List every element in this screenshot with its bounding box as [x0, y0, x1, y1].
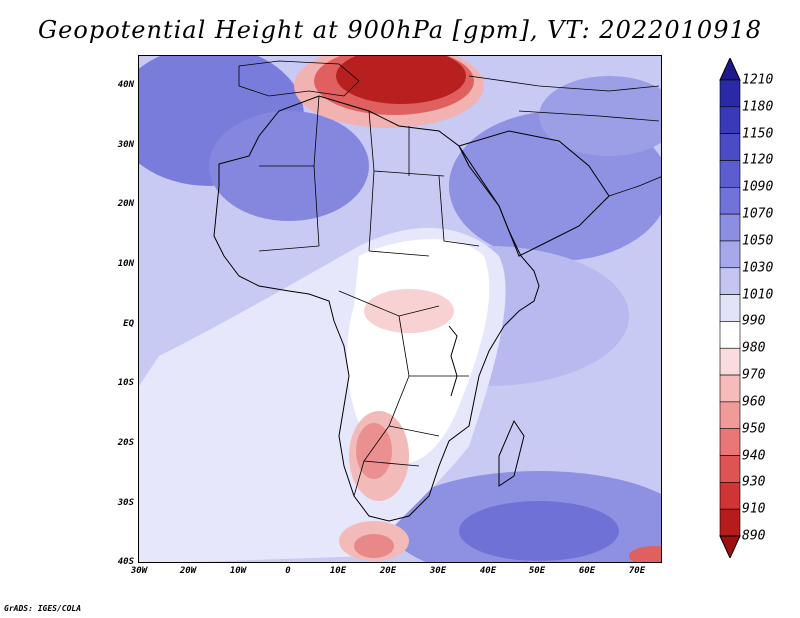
lon-label-20e: 20E — [379, 566, 397, 576]
colorbar-label: 1030 — [742, 260, 774, 276]
colorbar-segment — [719, 160, 741, 188]
lon-label-30e: 30E — [429, 566, 447, 576]
colorbar-segment — [719, 106, 741, 134]
lat-label-40s: 40S — [117, 557, 134, 567]
colorbar-label: 960 — [742, 394, 766, 410]
colorbar-segment — [719, 347, 741, 376]
lon-label-30w: 30W — [130, 566, 148, 576]
lon-label-20w: 20W — [179, 566, 197, 576]
high-indian-core — [459, 501, 619, 561]
africa-coastline — [213, 95, 540, 522]
lon-label-70e: 70E — [628, 566, 646, 576]
map-panel — [138, 55, 662, 563]
colorbar-segment — [719, 321, 741, 349]
colorbar-segment — [719, 482, 741, 510]
colorbar-segment — [719, 455, 741, 483]
lat-label-30n: 30N — [117, 140, 134, 150]
lon-label-10w: 10W — [229, 566, 247, 576]
colorbar — [719, 58, 741, 558]
colorbar-label: 1180 — [742, 99, 774, 115]
colorbar-segment — [719, 508, 741, 537]
colorbar-segment — [719, 240, 741, 269]
lat-label-20s: 20S — [117, 438, 134, 448]
lat-label-10s: 10S — [117, 378, 134, 388]
low-southeast-corner — [629, 546, 661, 562]
colorbar-label: 1050 — [742, 233, 774, 249]
colorbar-label: 1070 — [742, 206, 774, 222]
lat-label-30s: 30S — [117, 498, 134, 508]
lat-label-40n: 40N — [117, 80, 134, 90]
arabia-outline — [458, 130, 610, 257]
colorbar-label: 1210 — [742, 72, 774, 88]
colorbar-label: 950 — [742, 421, 766, 437]
colorbar-segment — [719, 428, 741, 456]
colorbar-label: 940 — [742, 448, 766, 464]
lon-label-60e: 60E — [578, 566, 596, 576]
low-kalahari-core — [356, 423, 392, 479]
lon-label-40e: 40E — [479, 566, 497, 576]
colorbar-label: 980 — [742, 340, 766, 356]
madagascar-outline — [498, 419, 525, 487]
colorbar-label: 990 — [742, 313, 766, 329]
colorbar-segment — [719, 186, 741, 215]
europe-coast — [238, 60, 360, 97]
colorbar-segment — [719, 213, 741, 242]
asia-borders — [468, 75, 661, 197]
colorbar-label: 910 — [742, 501, 766, 517]
colorbar-segment — [719, 374, 741, 403]
great-lakes — [448, 325, 458, 397]
colorbar-label: 970 — [742, 367, 766, 383]
colorbar-segment — [719, 79, 741, 108]
low-med-core — [336, 56, 466, 104]
lat-label-10n: 10N — [117, 259, 134, 269]
colorbar-label: 1010 — [742, 287, 774, 303]
map-canvas — [139, 56, 661, 562]
colorbar-top-triangle — [719, 58, 741, 81]
colorbar-label: 1150 — [742, 126, 774, 142]
lon-label-0: 0 — [285, 566, 291, 576]
colorbar-segment — [719, 401, 741, 430]
chart-title: Geopotential Height at 900hPa [gpm], VT:… — [38, 16, 762, 44]
colorbar-label: 890 — [742, 528, 766, 544]
colorbar-segment — [719, 267, 741, 295]
colorbar-label: 1120 — [742, 152, 774, 168]
lon-label-50e: 50E — [528, 566, 546, 576]
colorbar-bottom-triangle — [719, 535, 741, 558]
lat-label-20n: 20N — [117, 199, 134, 209]
colorbar-label: 1090 — [742, 179, 774, 195]
low-central-africa — [364, 289, 454, 333]
colorbar-segment — [719, 133, 741, 161]
country-borders — [258, 95, 480, 497]
credit-text: GrADS: IGES/COLA — [4, 604, 82, 613]
colorbar-label: 930 — [742, 474, 766, 490]
colorbar-segments — [719, 58, 741, 558]
colorbar-segment — [719, 294, 741, 322]
lon-label-10e: 10E — [329, 566, 347, 576]
lat-label-eq: EQ — [123, 319, 134, 329]
low-cape-core — [354, 534, 394, 558]
